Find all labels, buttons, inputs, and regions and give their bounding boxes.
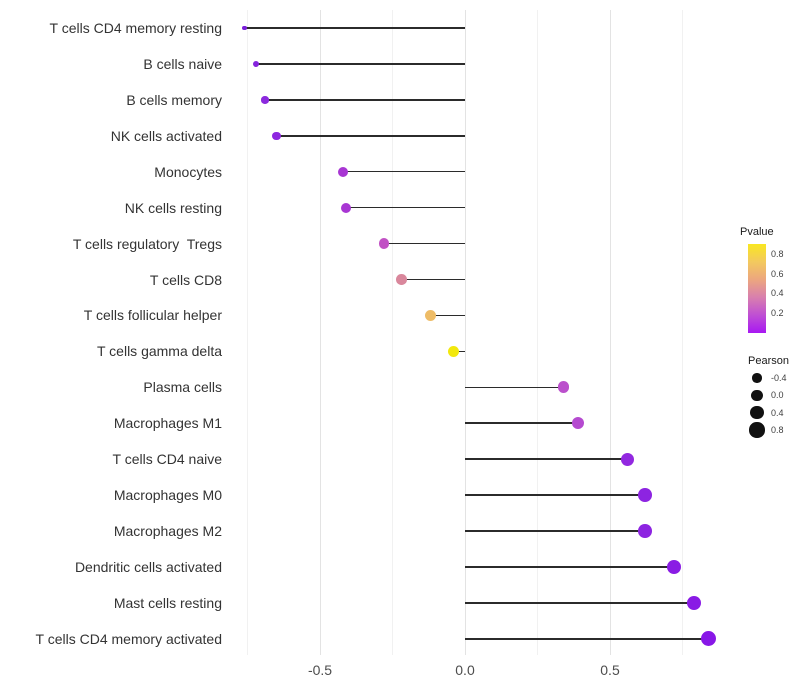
- lollipop-dot: [666, 559, 681, 575]
- lollipop-dot: [338, 166, 349, 177]
- y-axis-label: B cells naive: [143, 55, 222, 72]
- gridline-minor: [682, 10, 683, 655]
- y-axis-label: T cells CD4 naive: [112, 451, 222, 468]
- lollipop-stem: [430, 314, 465, 317]
- x-axis-tick-label: -0.5: [307, 662, 333, 678]
- pearson-size-label: 0.4: [771, 407, 784, 418]
- lollipop-dot: [620, 452, 635, 466]
- pvalue-legend-title: Pvalue: [740, 226, 774, 238]
- y-axis-label: B cells memory: [126, 91, 222, 108]
- pearson-size-label: -0.4: [771, 373, 787, 383]
- lollipop-dot: [686, 595, 702, 611]
- lollipop-dot: [637, 488, 652, 502]
- lollipop-dot: [253, 60, 260, 67]
- lollipop-stem: [465, 422, 579, 424]
- lollipop-stem: [256, 63, 465, 65]
- y-axis-label: Macrophages M0: [113, 487, 222, 504]
- lollipop-dot: [261, 96, 269, 104]
- lollipop-stem: [465, 494, 645, 496]
- pearson-size-dot: [750, 405, 764, 420]
- gridline-major: [464, 10, 466, 655]
- pvalue-colorbar-tick-label: 0.2: [771, 308, 784, 319]
- lollipop-stem: [453, 350, 465, 353]
- lollipop-stem: [401, 278, 465, 281]
- y-axis-label: Monocytes: [154, 163, 222, 180]
- lollipop-stem: [465, 602, 695, 604]
- pvalue-colorbar-tick-label: 0.6: [771, 268, 784, 279]
- pearson-size-dot: [749, 422, 765, 438]
- y-axis-label: NK cells resting: [124, 199, 222, 216]
- gridline-minor: [247, 10, 248, 655]
- lollipop-stem: [244, 27, 465, 29]
- lollipop-dot: [378, 238, 389, 249]
- lollipop-stem: [465, 638, 709, 640]
- lollipop-stem: [383, 242, 465, 245]
- lollipop-dot: [395, 274, 407, 285]
- pvalue-colorbar-tick-label: 0.8: [771, 248, 784, 259]
- pearson-size-label: 0.0: [771, 390, 784, 401]
- x-axis-tick-label: 0.0: [455, 662, 475, 678]
- lollipop-stem: [346, 206, 465, 209]
- y-axis-label: NK cells activated: [110, 127, 222, 144]
- y-axis-label: T cells follicular helper: [83, 307, 222, 324]
- lollipop-dot: [700, 631, 717, 647]
- lollipop-stem: [276, 135, 465, 137]
- lollipop-dot: [571, 417, 585, 430]
- y-axis-label: Mast cells resting: [113, 594, 222, 611]
- lollipop-dot: [557, 381, 570, 394]
- lollipop-stem: [343, 170, 465, 173]
- pvalue-colorbar-tick-label: 0.4: [771, 288, 784, 299]
- pearson-size-label: 0.8: [771, 424, 784, 435]
- pearson-size-dot: [752, 373, 762, 383]
- x-axis-tick-label: 0.5: [600, 662, 620, 678]
- y-axis-label: T cells regulatory Tregs: [72, 235, 222, 252]
- lollipop-stem: [264, 99, 465, 101]
- lollipop-dot: [242, 25, 247, 31]
- y-axis-label: Plasma cells: [143, 379, 222, 396]
- y-axis-label: Macrophages M1: [113, 415, 222, 432]
- y-axis-label: T cells CD8: [149, 271, 222, 288]
- y-axis-label: T cells CD4 memory activated: [35, 630, 222, 647]
- y-axis-label: T cells CD4 memory resting: [49, 20, 222, 36]
- lollipop-dot: [424, 309, 436, 321]
- pearson-size-dot: [751, 389, 763, 401]
- lollipop-dot: [341, 202, 352, 213]
- lollipop-stem: [465, 458, 628, 460]
- gridline-minor: [392, 10, 393, 655]
- gridline-major: [609, 10, 611, 655]
- lollipop-stem: [465, 566, 674, 568]
- lollipop-dot: [272, 131, 281, 140]
- pearson-legend-title: Pearson: [748, 355, 789, 367]
- y-axis-label: Dendritic cells activated: [74, 558, 222, 575]
- y-axis-label: Macrophages M2: [113, 523, 222, 540]
- y-axis-label: T cells gamma delta: [96, 343, 222, 360]
- gridline-minor: [537, 10, 538, 655]
- gridline-major: [319, 10, 321, 655]
- lollipop-dot: [447, 345, 460, 358]
- lollipop-stem: [465, 530, 645, 532]
- pvalue-colorbar: [748, 244, 766, 333]
- lollipop-stem: [465, 386, 564, 389]
- lollipop-dot: [637, 524, 652, 538]
